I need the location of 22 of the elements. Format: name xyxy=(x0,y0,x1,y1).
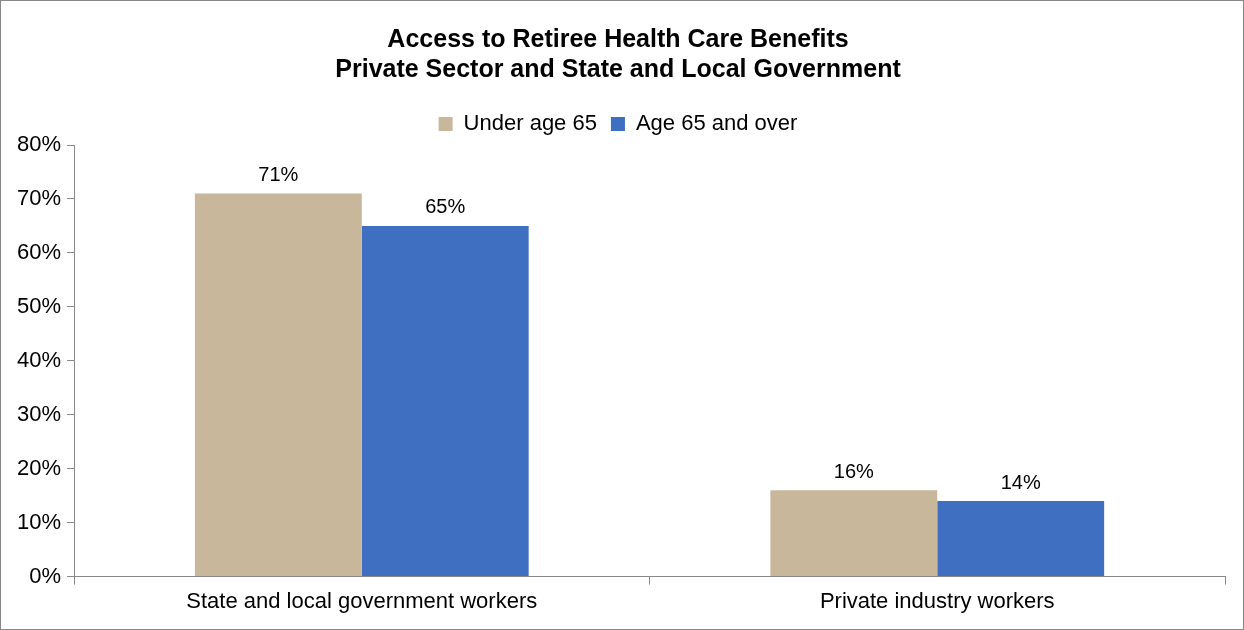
bar xyxy=(770,490,938,577)
data-label: 14% xyxy=(1000,470,1041,493)
x-tick-label: State and local government workers xyxy=(186,587,538,613)
data-label: 65% xyxy=(425,195,466,218)
y-tick-label: 10% xyxy=(16,508,62,534)
chart-title: Access to Retiree Health Care Benefits Private Sector and State and Local Government xyxy=(335,23,902,82)
y-tick-label: 80% xyxy=(16,131,62,157)
data-label: 71% xyxy=(258,163,299,186)
y-tick-label: 60% xyxy=(16,238,62,264)
legend-label: Age 65 and over xyxy=(635,110,798,136)
y-tick-label: 30% xyxy=(16,400,62,426)
y-tick-label: 50% xyxy=(16,292,62,318)
data-label: 16% xyxy=(833,459,875,482)
x-tick-label: Private industry workers xyxy=(819,587,1055,613)
bar xyxy=(194,193,362,577)
legend-label: Under age 65 xyxy=(463,110,597,136)
y-tick-label: 40% xyxy=(16,346,62,372)
y-tick-label: 0% xyxy=(29,562,62,588)
bar xyxy=(937,501,1105,577)
bar xyxy=(361,225,529,577)
y-tick-label: 20% xyxy=(16,454,62,480)
y-tick-label: 70% xyxy=(16,185,62,211)
